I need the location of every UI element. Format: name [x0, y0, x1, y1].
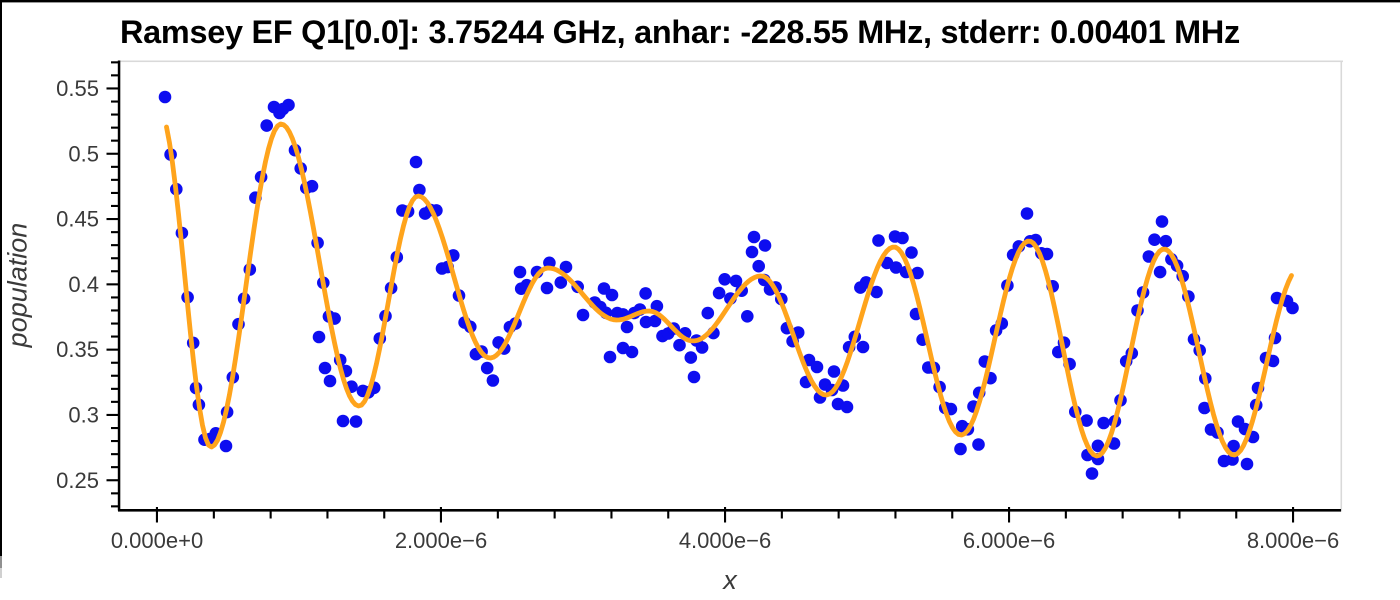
- svg-text:0.55: 0.55: [56, 76, 99, 101]
- svg-text:4.000e−6: 4.000e−6: [679, 528, 771, 553]
- svg-text:8.000e−6: 8.000e−6: [1247, 528, 1339, 553]
- svg-text:Ramsey EF Q1[0.0]: 3.75244 GHz: Ramsey EF Q1[0.0]: 3.75244 GHz, anhar: -…: [120, 14, 1240, 50]
- svg-text:0.3: 0.3: [68, 403, 99, 428]
- svg-text:6.000e−6: 6.000e−6: [963, 528, 1055, 553]
- svg-text:population: population: [3, 223, 33, 349]
- svg-text:0.5: 0.5: [68, 141, 99, 166]
- svg-text:0.45: 0.45: [56, 207, 99, 232]
- svg-text:0.4: 0.4: [68, 272, 99, 297]
- svg-text:2.000e−6: 2.000e−6: [395, 528, 487, 553]
- svg-text:0.000e+0: 0.000e+0: [111, 528, 203, 553]
- svg-text:0.25: 0.25: [56, 468, 99, 493]
- svg-text:0.35: 0.35: [56, 337, 99, 362]
- svg-text:x: x: [721, 565, 738, 595]
